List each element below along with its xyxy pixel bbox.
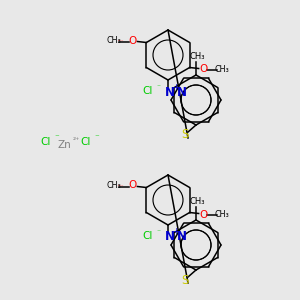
- Text: CH₃: CH₃: [214, 210, 229, 219]
- Text: Cl: Cl: [143, 231, 153, 241]
- Text: methoxy: methoxy: [118, 185, 124, 186]
- Text: +: +: [172, 82, 180, 91]
- Text: ⁻: ⁻: [94, 134, 99, 142]
- Text: N: N: [177, 230, 187, 244]
- Text: N: N: [165, 85, 175, 98]
- Text: N: N: [177, 85, 187, 98]
- Text: S: S: [181, 274, 189, 286]
- Text: Cl: Cl: [143, 86, 153, 96]
- Text: O: O: [200, 209, 208, 220]
- Text: CH₃: CH₃: [107, 36, 122, 45]
- Text: O: O: [128, 35, 136, 46]
- Text: ⁻: ⁻: [156, 82, 160, 91]
- Text: Cl: Cl: [80, 137, 90, 147]
- Text: ⁻: ⁻: [156, 227, 160, 236]
- Text: ²⁺: ²⁺: [73, 136, 80, 145]
- Text: Zn: Zn: [58, 140, 72, 150]
- Text: CH₃: CH₃: [214, 65, 229, 74]
- Text: CH₃: CH₃: [107, 181, 122, 190]
- Text: S: S: [181, 128, 189, 142]
- Text: O: O: [200, 64, 208, 74]
- Text: Cl: Cl: [40, 137, 50, 147]
- Text: CH₃: CH₃: [189, 52, 205, 61]
- Text: ⁻: ⁻: [54, 134, 59, 142]
- Text: O: O: [128, 181, 136, 190]
- Text: CH₃: CH₃: [189, 197, 205, 206]
- Text: N: N: [165, 230, 175, 244]
- Text: +: +: [172, 227, 180, 236]
- Text: methoxy: methoxy: [118, 40, 124, 41]
